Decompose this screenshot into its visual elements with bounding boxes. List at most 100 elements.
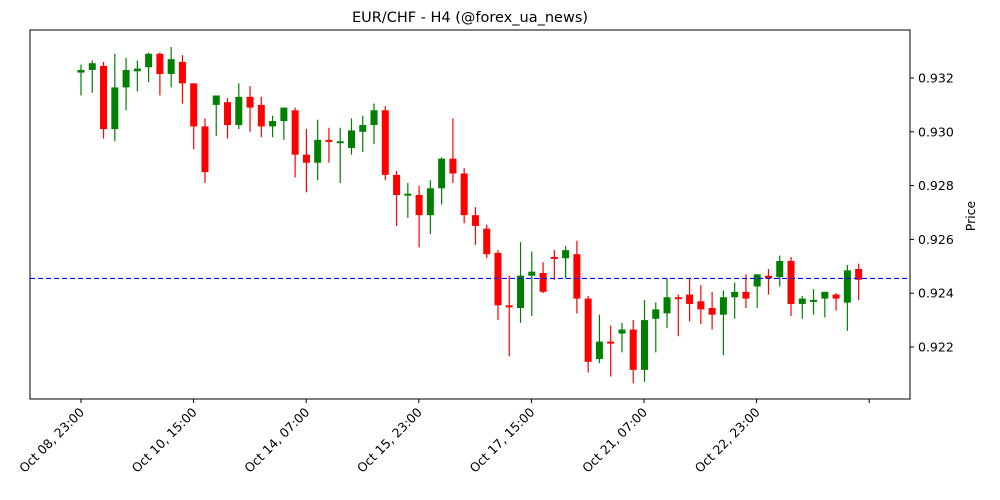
candle-body bbox=[122, 69, 130, 88]
candle-bullish bbox=[776, 255, 784, 287]
candle-bullish bbox=[562, 246, 570, 279]
candle-body bbox=[708, 307, 716, 315]
candle-body bbox=[641, 320, 648, 370]
candle-body bbox=[562, 250, 570, 259]
candle-bearish bbox=[539, 262, 547, 294]
candle-body bbox=[370, 110, 378, 126]
x-tick-label: Oct 17, 15:00 bbox=[466, 404, 537, 475]
candle-body bbox=[415, 195, 423, 216]
candle-body bbox=[629, 329, 637, 370]
candle-body bbox=[246, 96, 254, 108]
candle-bullish bbox=[810, 289, 818, 315]
candle-bearish bbox=[415, 185, 423, 248]
candle-bearish bbox=[257, 96, 265, 138]
candle-bullish bbox=[122, 57, 130, 111]
candle-bearish bbox=[505, 275, 513, 357]
candle-body bbox=[190, 83, 198, 127]
candle-bearish bbox=[855, 263, 863, 300]
candle-body bbox=[731, 291, 739, 298]
candle-bearish bbox=[156, 52, 164, 96]
candle-bullish bbox=[235, 83, 243, 130]
candle-body bbox=[539, 273, 547, 292]
candle-bullish bbox=[652, 302, 660, 353]
candle-bearish bbox=[449, 118, 457, 183]
candle-body bbox=[460, 173, 468, 216]
plot-frame bbox=[29, 29, 911, 400]
candle-bearish bbox=[607, 325, 615, 377]
candle-body bbox=[257, 104, 265, 127]
candle-body bbox=[595, 341, 603, 360]
candle-bearish bbox=[629, 320, 637, 384]
candle-body bbox=[652, 309, 660, 319]
y-tick-label: 0.922 bbox=[918, 340, 954, 355]
x-tick-label: Oct 10, 15:00 bbox=[129, 404, 200, 475]
candle-bullish bbox=[370, 103, 378, 144]
candle-body bbox=[697, 301, 705, 310]
y-tick-label: 0.926 bbox=[918, 232, 954, 247]
candle-bearish bbox=[190, 83, 198, 150]
candle-body bbox=[133, 68, 141, 72]
candle-bearish bbox=[573, 240, 581, 314]
candle-bullish bbox=[528, 251, 536, 317]
y-tick-label: 0.924 bbox=[918, 286, 954, 301]
candle-body bbox=[810, 299, 818, 302]
candle-bearish bbox=[494, 250, 502, 321]
candle-body bbox=[573, 254, 581, 299]
candle-bearish bbox=[832, 293, 840, 311]
candle-body bbox=[404, 193, 412, 196]
candle-body bbox=[550, 256, 558, 259]
candle-body bbox=[111, 87, 119, 130]
candle-body bbox=[798, 298, 806, 304]
candle-body bbox=[156, 53, 164, 74]
candle-bullish bbox=[145, 52, 153, 83]
candle-bearish bbox=[460, 168, 468, 224]
candle-bearish bbox=[550, 250, 558, 280]
candle-body bbox=[528, 271, 536, 276]
candle-bullish bbox=[314, 119, 322, 181]
candle-bearish bbox=[246, 86, 254, 132]
candle-body bbox=[449, 158, 457, 174]
candle-body bbox=[843, 270, 851, 303]
candle-bearish bbox=[697, 285, 705, 325]
candle-bullish bbox=[517, 242, 525, 323]
candle-body bbox=[347, 130, 355, 148]
candle-body bbox=[178, 61, 186, 84]
candle-bullish bbox=[798, 295, 806, 319]
candle-body bbox=[753, 274, 761, 287]
candle-body bbox=[517, 275, 525, 308]
candle-bullish bbox=[280, 107, 288, 140]
candle-bullish bbox=[111, 53, 119, 142]
y-axis: 0.922 0.924 0.926 0.928 0.930 0.932 bbox=[910, 71, 954, 355]
candle-bearish bbox=[302, 129, 310, 193]
candle-body bbox=[674, 297, 682, 300]
candle-bullish bbox=[719, 290, 727, 356]
candle-body bbox=[494, 252, 502, 306]
candle-bearish bbox=[178, 55, 186, 104]
candle-body bbox=[280, 107, 288, 122]
candle-body bbox=[471, 215, 479, 226]
candle-body bbox=[426, 188, 434, 216]
candle-body bbox=[167, 59, 175, 74]
candle-body bbox=[381, 110, 389, 175]
candle-body bbox=[663, 297, 671, 314]
candle-body bbox=[438, 158, 446, 189]
candle-body bbox=[336, 141, 344, 144]
candle-bullish bbox=[359, 115, 367, 152]
candle-body bbox=[314, 139, 322, 163]
candle-body bbox=[359, 125, 367, 132]
x-tick-label: Oct 08, 23:00 bbox=[16, 404, 87, 475]
candle-body bbox=[584, 298, 592, 362]
candles-group bbox=[77, 47, 863, 384]
candle-body bbox=[88, 63, 96, 70]
candle-bullish bbox=[438, 157, 446, 205]
candle-body bbox=[821, 291, 829, 299]
candle-bearish bbox=[393, 170, 401, 226]
candle-body bbox=[393, 174, 401, 196]
candle-bearish bbox=[686, 278, 694, 322]
candle-bullish bbox=[663, 278, 671, 329]
candle-bullish bbox=[133, 60, 141, 92]
candle-body bbox=[201, 126, 209, 173]
y-tick-label: 0.932 bbox=[918, 71, 954, 86]
candle-bullish bbox=[595, 314, 603, 364]
